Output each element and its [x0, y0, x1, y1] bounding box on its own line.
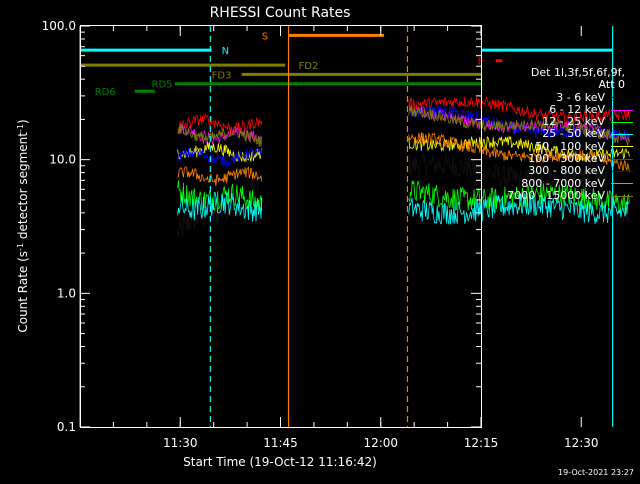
series-segment: [408, 180, 630, 215]
legend-entry: 800 - 7000 keV: [483, 176, 633, 190]
y-axis-label-part: -1: [16, 243, 25, 251]
legend-entry: 6 - 12 keV: [483, 102, 633, 116]
legend-entry-label: 300 - 800 keV: [528, 164, 605, 178]
legend-swatch: [611, 134, 633, 136]
y-tick-label: 1.0: [57, 286, 76, 300]
x-axis-label: Start Time (19-Oct-12 11:16:42): [183, 455, 377, 469]
flag-bar: FD2: [80, 61, 318, 72]
legend-swatch: [611, 195, 633, 197]
y-axis-label: Count Rate (s-1 detector segment-1): [16, 119, 31, 332]
series-line: [177, 192, 630, 225]
series-line: [177, 180, 630, 215]
legend-entry-label: 25 - 50 keV: [542, 127, 605, 141]
flag-bar-label: FD3: [212, 70, 232, 81]
legend-entry: 7000 - 15000 keV: [483, 188, 633, 202]
series-segment: [408, 192, 630, 225]
series-line: [177, 96, 630, 135]
timestamp: 19-Oct-2021 23:27: [558, 468, 634, 477]
flag-bar-label: RD6: [95, 87, 116, 98]
legend-entry-label: 12 - 25 keV: [542, 115, 605, 129]
series-segment: [177, 147, 263, 168]
series-segment: [177, 192, 263, 223]
legend-entry-label: 100 - 300 keV: [528, 152, 605, 166]
x-tick-label: 12:30: [564, 436, 599, 450]
flag-bar-label: S: [262, 31, 268, 42]
legend-swatch: [611, 183, 633, 185]
legend-header-line2: Att 0: [598, 78, 625, 92]
series-segment: [177, 113, 263, 135]
x-tick-label: 11:45: [263, 436, 298, 450]
series-line: [177, 104, 630, 147]
legend-entry-label: 3 - 6 keV: [556, 90, 605, 104]
legend-entry: 3 - 6 keV: [483, 90, 633, 104]
legend: Det 1l,3f,5f,6f,9f, Att 0 3 - 6 keV 6 - 1…: [483, 66, 633, 202]
legend-swatch: [611, 121, 633, 123]
y-axis-label-part: ): [16, 119, 30, 124]
y-tick-label: 10.0: [49, 153, 76, 167]
flag-bar-label: F: [478, 57, 484, 68]
flag-bar: RD6: [95, 87, 155, 98]
flag-bar: FD3: [212, 70, 481, 81]
legend-swatch: [611, 158, 633, 160]
legend-entry-label: 800 - 7000 keV: [521, 176, 605, 190]
flag-bar-label: N: [222, 46, 229, 57]
y-axis-label-part: -1: [16, 124, 25, 132]
series-segment: [177, 180, 263, 212]
y-axis-label-part: detector segment: [16, 132, 30, 243]
legend-entry: 25 - 50 keV: [483, 128, 633, 140]
series-segment: [177, 166, 263, 187]
legend-swatch: [611, 171, 633, 173]
series-segment: [408, 132, 630, 173]
y-tick-label: 0.1: [57, 420, 76, 434]
legend-entry-label: 50 - 100 keV: [535, 139, 605, 153]
x-tick-label: 12:15: [464, 436, 499, 450]
x-tick-label: 11:30: [163, 436, 198, 450]
legend-entry: 50 - 100 keV: [483, 139, 633, 153]
series-segment: [177, 123, 263, 147]
legend-swatch: [611, 109, 633, 111]
series-segment: [408, 135, 630, 162]
flag-bar-label: FD2: [299, 61, 319, 72]
flag-bar: S: [262, 31, 385, 42]
flag-bar: F: [478, 57, 503, 68]
series-segment: [408, 152, 630, 223]
plot-frame: [80, 25, 482, 428]
flag-bar: RD5: [152, 80, 481, 91]
chart-title: RHESSI Count Rates: [210, 5, 351, 21]
series-segment: [408, 104, 630, 146]
series-segment: [177, 141, 263, 162]
legend-swatch: [611, 146, 633, 148]
legend-entry-label: 6 - 12 keV: [549, 102, 605, 116]
legend-entry: 100 - 300 keV: [483, 152, 633, 166]
flag-bar-label: RD5: [152, 80, 173, 91]
series-line: [177, 132, 630, 187]
y-tick-label: 100.0: [42, 19, 76, 33]
series-segment: [177, 123, 262, 146]
legend-swatch: [611, 97, 633, 99]
y-axis-label-part: Count Rate (s: [16, 251, 30, 333]
legend-entry-label: 7000 - 15000 keV: [507, 188, 605, 202]
x-tick-label: 12:00: [363, 436, 398, 450]
series-segment: [408, 96, 630, 125]
legend-header-line1: Det 1l,3f,5f,6f,9f,: [530, 66, 625, 79]
flag-bar: N: [80, 46, 613, 57]
legend-entry: 12 - 25 keV: [483, 115, 633, 129]
legend-entry: 300 - 800 keV: [483, 165, 633, 177]
series-line: [177, 135, 630, 162]
